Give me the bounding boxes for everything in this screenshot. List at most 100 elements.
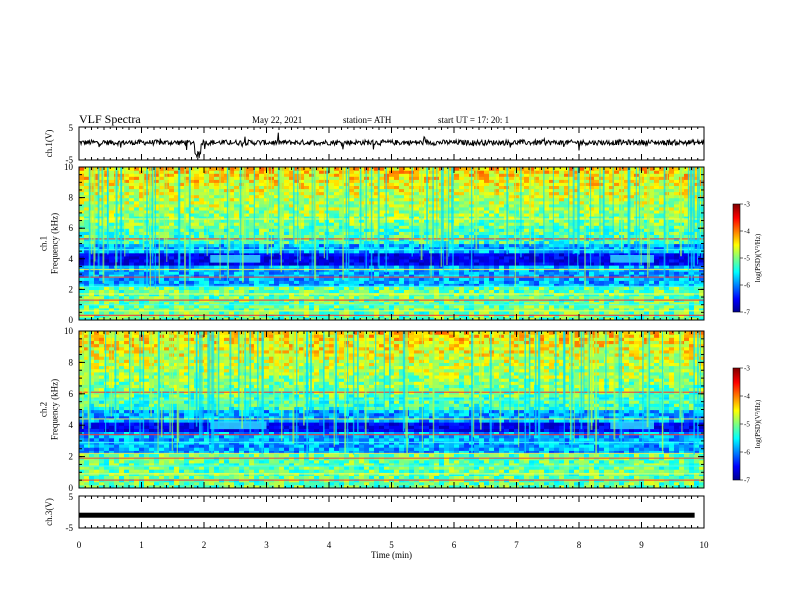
spectrogram-cell [484, 264, 490, 269]
spectrogram-cell [289, 216, 295, 220]
spectrogram-cell [409, 255, 415, 260]
spectrogram-cell [134, 258, 140, 263]
spectrogram-cell [234, 304, 240, 309]
spectrogram-cell [519, 307, 525, 312]
spectrogram-cell [374, 252, 380, 257]
spectrogram-cell [119, 255, 125, 260]
spectrogram-cell [559, 295, 565, 300]
spectrogram-cell [239, 228, 245, 232]
spectrogram-cell [459, 228, 465, 232]
spectrogram-cell [329, 271, 335, 275]
spectrogram-cell [234, 212, 240, 217]
spectrogram-cell [544, 234, 550, 238]
spectrogram-cell [654, 234, 660, 238]
spectrogram-cell [284, 203, 290, 208]
spectrogram-cell [314, 261, 320, 266]
spectrogram-cell [429, 310, 435, 315]
spectrogram-cell [539, 280, 545, 284]
spectrogram-cell [554, 228, 560, 232]
spectrogram-cell [584, 228, 590, 232]
spectrogram-cell [234, 280, 240, 284]
spectrogram-cell [509, 225, 515, 229]
spectrogram-cell [634, 310, 640, 315]
spectrogram-cell [509, 212, 515, 217]
spectrogram-cell [179, 258, 185, 263]
spectrogram-cell [404, 225, 410, 229]
spectrogram-cell [349, 252, 355, 257]
spectrogram-cell [609, 286, 615, 290]
spectrogram-cell [139, 307, 145, 312]
spectrogram-cell [624, 240, 630, 245]
spectrogram-cell [554, 289, 560, 294]
spectrogram-cell [199, 200, 205, 205]
spectrogram-cell [374, 246, 380, 251]
spectrogram-cell [414, 228, 420, 232]
spectrogram-cell [79, 286, 85, 290]
spectrogram-cell [374, 264, 380, 269]
spectrogram-cell [184, 274, 190, 278]
spectrogram-cell [539, 240, 545, 245]
spectrogram-cell [219, 310, 225, 315]
spectrogram-cell [464, 209, 470, 214]
spectrogram-cell [474, 295, 480, 300]
spectrogram-cell [239, 283, 245, 287]
spectrogram-cell [234, 264, 240, 269]
spectrogram-cell [474, 289, 480, 294]
spectrogram-cell [139, 222, 145, 226]
spectrogram-cell [259, 255, 265, 260]
spectrogram-cell [604, 307, 610, 312]
spectrogram-cell [629, 316, 635, 320]
spectrogram-cell [174, 271, 180, 275]
spectrogram-cell [394, 252, 400, 257]
spectrogram-cell [124, 225, 130, 229]
spectrogram-cell [589, 225, 595, 229]
spectrogram-cell [569, 295, 575, 300]
spectrogram-cell [129, 231, 135, 235]
spectrogram-cell [324, 261, 330, 266]
spectrogram-cell [519, 219, 525, 223]
spectrogram-cell [139, 246, 145, 251]
spectrogram-cell [329, 261, 335, 266]
spectrogram-cell [389, 264, 395, 269]
spectrogram-cell [674, 283, 680, 287]
spectrogram-cell [149, 277, 155, 281]
spectrogram-cell [189, 258, 195, 263]
spectrogram-cell [529, 274, 535, 278]
spectrogram-cell [639, 283, 645, 287]
spectrogram-cell [194, 289, 200, 294]
spectrogram-cell [139, 271, 145, 275]
spectrogram-cell [294, 295, 300, 300]
spectrogram-cell [509, 289, 515, 294]
spectrogram-cell [79, 261, 85, 266]
spectrogram-cell [139, 304, 145, 309]
spectrogram-cell [154, 209, 160, 214]
spectrogram-cell [434, 304, 440, 309]
spectrogram-cell [304, 301, 310, 306]
spectrogram-cell [184, 231, 190, 235]
spectrogram-cell [119, 249, 125, 254]
spectrogram-cell [654, 277, 660, 281]
spectrogram-cell [599, 243, 605, 248]
spectrogram-cell [159, 277, 165, 281]
spectrogram-cell [694, 277, 700, 281]
spectrogram-cell [394, 264, 400, 269]
spectrogram-cell [354, 243, 360, 248]
spectrogram-cell [629, 274, 635, 278]
spectrogram-cell [649, 212, 655, 217]
spectrogram-cell [659, 252, 665, 257]
spectrogram-cell [494, 240, 500, 245]
spectrogram-cell [674, 264, 680, 269]
spectrogram-cell [514, 274, 520, 278]
spectrogram-cell [329, 216, 335, 220]
spectrogram-cell [94, 310, 100, 315]
spectrogram-cell [169, 249, 175, 254]
spectrogram-cell [174, 304, 180, 309]
spectrogram-cell [594, 286, 600, 290]
spectrogram-cell [209, 240, 215, 245]
spectrogram-cell [424, 301, 430, 306]
spectrogram-cell [559, 310, 565, 315]
spectrogram-cell [514, 222, 520, 226]
spectrogram-cell [374, 212, 380, 217]
spectrogram-cell [209, 212, 215, 217]
spectrogram-cell [444, 301, 450, 306]
